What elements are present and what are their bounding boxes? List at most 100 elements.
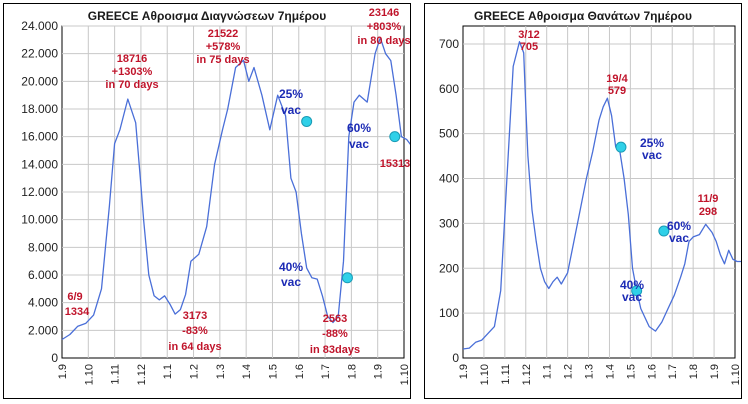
x-tick-label: 1.8 [688,364,700,379]
y-tick-label: 14.000 [21,157,58,171]
cases-chart-svg: 0 2.000 4.000 6.000 8.000 10.000 12.000 14.000 1… [21,7,410,385]
x-tick-label: 1.2 [189,364,201,379]
cases-chart-panel: GREECE Αθροισμα Διαγνώσεων 7ημέρου 0 2.00… [3,3,411,399]
x-tick-label: 1.1 [162,364,174,379]
x-tick-label: 1.7 [320,364,332,379]
x-tick-label: 1.4 [241,364,253,379]
series-line [462,41,741,350]
x-tick-label: 1.10 [730,364,741,385]
annotation-label: 3/12 [518,29,539,41]
annotation-label: 60% [667,219,691,233]
y-tick-label: 8.000 [28,240,58,254]
annotation-label: 15313 [380,158,410,170]
annotation-label: in 80 days [357,35,410,47]
x-tick-label: 1.6 [294,364,306,379]
vaccination-marker [615,141,627,153]
y-tick-label: 6.000 [28,268,58,282]
annotation-label: 6/9 [67,291,82,303]
y-tick-label: 10.000 [21,213,58,227]
annotation-label: 2563 [323,313,347,325]
annotation-label: 298 [699,206,717,218]
x-tick-label: 1.9 [373,364,385,379]
annotation-label: 60% [347,121,371,135]
annotation-label: +803% [367,21,402,33]
annotation-label: vac [281,103,301,117]
annotation-label: 3173 [183,310,207,322]
y-tick-label: 0 [51,351,58,365]
plot-area [462,25,736,359]
y-tick-label: 200 [439,261,459,275]
y-tick-label: 18.000 [21,102,58,116]
y-tick-label: 22.000 [21,47,58,61]
annotation-label: 25% [279,87,303,101]
y-tick-label: 500 [439,127,459,141]
deaths-chart-panel: GREECE Αθροισμα Θανάτων 7ημέρου 0 100 200 3… [424,3,742,399]
annotation-label: 18716 [117,53,148,65]
annotation-label: -88% [322,328,348,340]
y-tick-label: 100 [439,306,459,320]
x-tick-label: 1.11 [500,364,512,385]
x-tick-label: 1.12 [521,364,533,385]
y-tick-label: 400 [439,172,459,186]
x-tick-label: 1.7 [667,364,679,379]
y-tick-label: 20.000 [21,74,58,88]
annotation-label: 23146 [369,7,400,19]
annotation-label: in 70 days [105,79,158,91]
x-tick-label: 1.11 [110,364,122,385]
x-tick-label: 1.9 [458,364,470,379]
y-tick-label: 24.000 [21,19,58,33]
annotation-label: in 75 days [196,54,249,66]
annotation-label: 1334 [65,306,90,318]
x-tick-label: 1.6 [646,364,658,379]
y-tick-label: 0 [452,351,459,365]
annotation-label: in 83days [310,344,360,356]
x-tick-label: 1.10 [479,364,491,385]
annotation-label: in 64 days [168,341,221,353]
vaccination-marker [658,225,670,237]
y-tick-label: 2.000 [28,323,58,337]
annotation-label: vac [642,148,662,162]
vaccination-marker [301,115,313,127]
y-tick-label: 12.000 [21,185,58,199]
x-tick-label: 1.10 [83,364,95,385]
annotation-label: 579 [608,85,626,97]
deaths-chart-svg: 0 100 200 300 400 500 600 700 1.9 1.10 1.11 1.12 1.1… [439,25,741,385]
annotation-label: -83% [182,325,208,337]
annotation-label: 40% [279,260,303,274]
vaccination-marker [341,272,353,284]
annotation-label: 705 [520,41,538,53]
x-tick-label: 1.3 [215,364,227,379]
x-tick-label: 1.9 [57,364,69,379]
y-tick-label: 300 [439,216,459,230]
x-tick-label: 1.1 [542,364,554,379]
annotation-label: vac [349,137,369,151]
x-tick-label: 1.10 [399,364,410,385]
y-tick-label: 4.000 [28,296,58,310]
y-tick-label: 16.000 [21,130,58,144]
chart-title: GREECE Αθροισμα Θανάτων 7ημέρου [474,9,692,23]
x-tick-label: 1.5 [267,364,279,379]
annotation-label: 21522 [208,28,239,40]
annotation-label: 40% [620,278,644,292]
chart-title: GREECE Αθροισμα Διαγνώσεων 7ημέρου [87,9,327,23]
x-tick-label: 1.5 [625,364,637,379]
annotation-label: +1303% [112,66,153,78]
annotation-label: 11/9 [698,193,719,205]
series-line [61,37,410,341]
x-tick-label: 1.12 [136,364,148,385]
annotation-label: vac [669,231,689,245]
annotation-label: +578% [206,41,241,53]
x-tick-label: 1.8 [346,364,358,379]
annotation-label: 19/4 [606,73,628,85]
x-tick-label: 1.3 [584,364,596,379]
annotation-label: vac [281,275,301,289]
x-tick-label: 1.9 [709,364,721,379]
annotation-label: vac [622,290,642,304]
vaccination-marker [389,131,401,143]
x-tick-label: 1.4 [604,364,616,379]
y-tick-label: 700 [439,37,459,51]
x-tick-label: 1.2 [563,364,575,379]
y-tick-label: 600 [439,82,459,96]
annotation-label: 25% [640,136,664,150]
vaccination-marker [631,285,643,297]
